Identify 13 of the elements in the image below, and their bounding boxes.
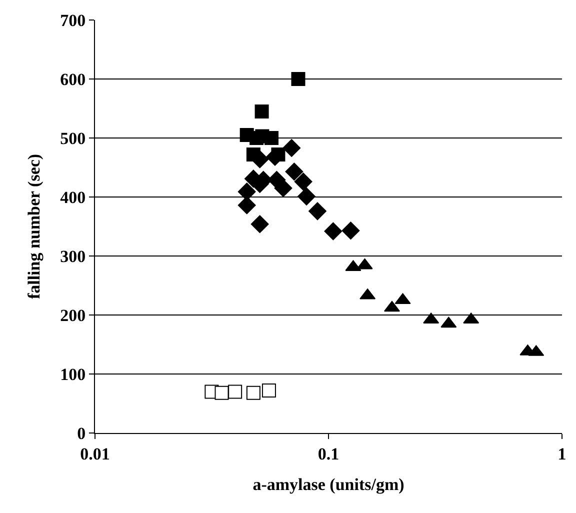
y-tick-label: 600: [60, 70, 86, 89]
x-tick-label: 0.01: [80, 444, 110, 464]
x-tick-label: 1: [558, 444, 566, 464]
y-tick-label: 300: [60, 246, 86, 266]
y-tick-label: 700: [60, 10, 86, 30]
y-axis-title: falling number (sec): [24, 154, 44, 300]
y-tick-label: 400: [60, 188, 86, 207]
y-tick-label: 200: [60, 306, 86, 325]
x-axis-title: a-amylase (units/gm): [252, 474, 404, 494]
y-tick-label: 0: [77, 424, 86, 443]
y-tick-label: 500: [60, 128, 86, 148]
x-tick-label: 0.1: [318, 444, 340, 464]
y-tick-label: 100: [60, 364, 86, 384]
